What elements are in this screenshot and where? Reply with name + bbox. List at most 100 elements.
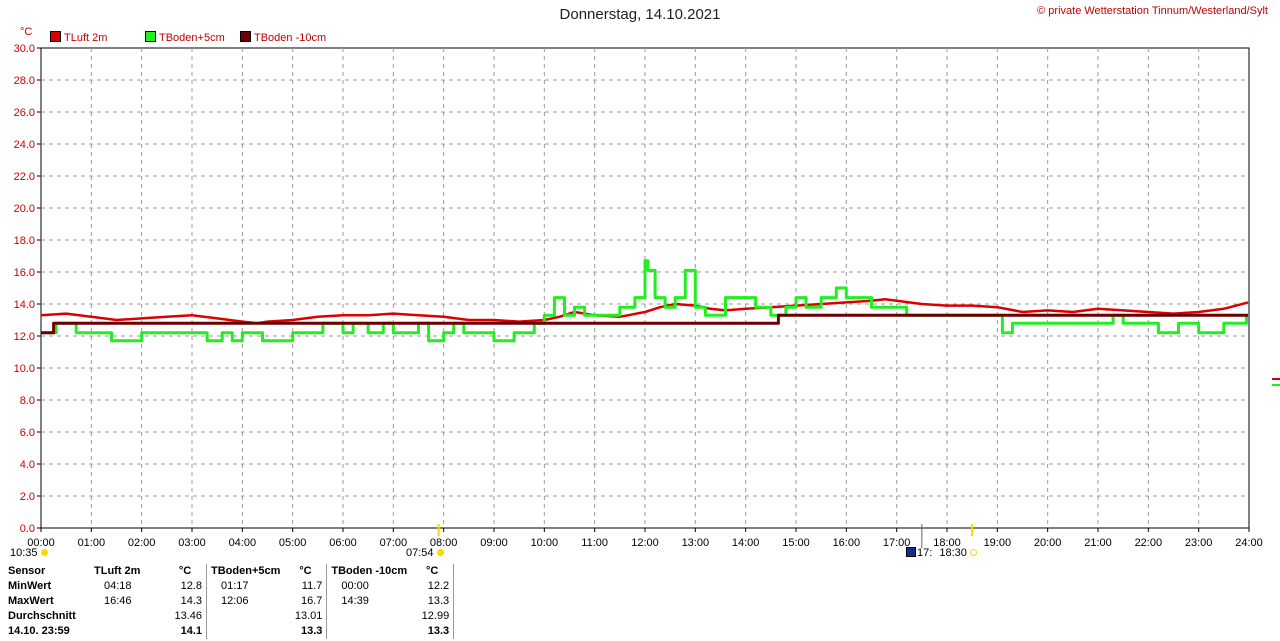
- y-tick-label: 10.0: [14, 363, 35, 375]
- x-tick-label: 10:00: [531, 537, 559, 549]
- sunrise-time: 10:35: [10, 547, 38, 559]
- y-tick-label: 22.0: [14, 171, 35, 183]
- x-tick-label: 22:00: [1135, 537, 1163, 549]
- stats-value: 13.46: [164, 609, 207, 624]
- stats-value: 12.8: [164, 579, 207, 594]
- x-tick-label: 15:00: [782, 537, 810, 549]
- x-tick-label: 17:00: [883, 537, 911, 549]
- y-tick-label: 12.0: [14, 331, 35, 343]
- stats-value: 14.1: [164, 624, 207, 639]
- y-unit-label: °C: [20, 26, 33, 38]
- sun-icon: [40, 549, 48, 556]
- y-tick-label: 18.0: [14, 235, 35, 247]
- sun-icon: [436, 549, 444, 556]
- x-tick-label: 19:00: [984, 537, 1012, 549]
- y-tick-label: 14.0: [14, 299, 35, 311]
- y-tick-label: 26.0: [14, 107, 35, 119]
- moon-dot-icon: [969, 549, 977, 556]
- stats-header-row: Sensor TLuft 2m °C TBoden+5cm °C TBoden …: [4, 564, 455, 579]
- x-tick-label: 08:00: [430, 537, 458, 549]
- stats-value: 14.3: [164, 594, 207, 609]
- stats-table: Sensor TLuft 2m °C TBoden+5cm °C TBoden …: [4, 564, 455, 639]
- x-tick-label: 06:00: [329, 537, 357, 549]
- x-tick-label: 02:00: [128, 537, 156, 549]
- x-tick-label: 23:00: [1185, 537, 1213, 549]
- y-tick-label: 2.0: [20, 491, 35, 503]
- stats-time: 04:18: [104, 580, 132, 592]
- stats-value: 13.01: [284, 609, 328, 624]
- stats-row-average: Durchschnitt 13.46 13.01 12.99: [4, 609, 455, 624]
- x-tick-label: 11:00: [581, 537, 608, 549]
- x-tick-label: 20:00: [1034, 537, 1062, 549]
- x-tick-label: 04:00: [229, 537, 257, 549]
- stats-row-max: MaxWert 16:46 14.3 12:06 16.7 14:39 13.3: [4, 594, 455, 609]
- stats-row-label: MinWert: [8, 580, 52, 592]
- sunrise-marker: 10:35: [10, 547, 48, 559]
- stats-header-tboden5: TBoden+5cm: [211, 565, 281, 577]
- x-tick-label: 03:00: [178, 537, 206, 549]
- x-tick-label: 16:00: [833, 537, 861, 549]
- x-tick-label: 07:00: [380, 537, 408, 549]
- stats-time: 16:46: [104, 595, 132, 607]
- x-tick-label: 12:00: [631, 537, 659, 549]
- moon-marker: 17: 18:30: [906, 547, 977, 559]
- legend-swatch-tboden5: [145, 31, 156, 42]
- stats-time: 01:17: [221, 580, 249, 592]
- legend-item-tboden5[interactable]: TBoden+5cm: [145, 31, 225, 44]
- y-tick-label: 28.0: [14, 75, 35, 87]
- x-tick-label: 18:00: [933, 537, 961, 549]
- stats-time: [207, 624, 285, 639]
- y-tick-label: 24.0: [14, 139, 35, 151]
- y-tick-label: 0.0: [20, 523, 35, 535]
- stats-row-label: MaxWert: [8, 595, 54, 607]
- legend-label-tluft: TLuft 2m: [64, 32, 108, 44]
- stats-value: 12.99: [411, 609, 455, 624]
- moon-time: 18:30: [939, 547, 967, 559]
- x-tick-label: 21:00: [1084, 537, 1112, 549]
- chart-title: Donnerstag, 14.10.2021: [559, 6, 721, 23]
- stats-row-label: 14.10. 23:59: [8, 625, 70, 637]
- stats-row-current: 14.10. 23:59 14.1 13.3 13.3: [4, 624, 455, 639]
- x-tick-label: 01:00: [78, 537, 106, 549]
- stats-time: 14:39: [341, 595, 369, 607]
- stats-value: 12.2: [411, 579, 455, 594]
- stats-header-tluft: TLuft 2m: [94, 565, 141, 577]
- sunset-time: 07:54: [406, 547, 434, 559]
- stats-time: [327, 624, 411, 639]
- stats-header-sensor: Sensor: [8, 565, 46, 577]
- x-tick-label: 00:00: [27, 537, 55, 549]
- stats-value: 13.3: [411, 624, 455, 639]
- y-tick-label: 20.0: [14, 203, 35, 215]
- legend-item-tluft[interactable]: TLuft 2m: [50, 31, 107, 44]
- stats-time: [327, 609, 411, 624]
- y-tick-label: 4.0: [20, 459, 35, 471]
- y-tick-label: 6.0: [20, 427, 35, 439]
- sunset-marker: 07:54: [406, 547, 444, 559]
- edge-indicator-red: [1272, 378, 1280, 380]
- stats-value: 16.7: [284, 594, 328, 609]
- legend-swatch-tboden10: [240, 31, 251, 42]
- x-tick-label: 09:00: [480, 537, 508, 549]
- stats-header-unit: °C: [284, 564, 328, 579]
- series-line-tboden10: [41, 313, 1248, 335]
- stats-row-label: Durchschnitt: [8, 610, 76, 622]
- moon-label: 17:: [917, 547, 933, 559]
- stats-value: 11.7: [284, 579, 328, 594]
- legend-swatch-tluft: [50, 31, 61, 42]
- moon-icon: [906, 547, 916, 557]
- stats-time: [90, 609, 164, 624]
- legend-label-tboden5: TBoden+5cm: [159, 32, 225, 44]
- legend-label-tboden10: TBoden -10cm: [254, 32, 327, 44]
- x-tick-label: 14:00: [732, 537, 760, 549]
- x-tick-label: 05:00: [279, 537, 307, 549]
- stats-row-min: MinWert 04:18 12.8 01:17 11.7 00:00 12.2: [4, 579, 455, 594]
- stats-time: [207, 609, 285, 624]
- series-line-tboden5: [41, 259, 1248, 343]
- edge-indicator-green: [1272, 384, 1280, 386]
- copyright-text: © private Wetterstation Tinnum/Westerlan…: [1037, 5, 1268, 17]
- stats-value: 13.3: [284, 624, 328, 639]
- stats-header-unit: °C: [164, 564, 207, 579]
- x-tick-label: 24:00: [1235, 537, 1263, 549]
- stats-time: 12:06: [221, 595, 249, 607]
- legend-item-tboden10[interactable]: TBoden -10cm: [240, 31, 326, 44]
